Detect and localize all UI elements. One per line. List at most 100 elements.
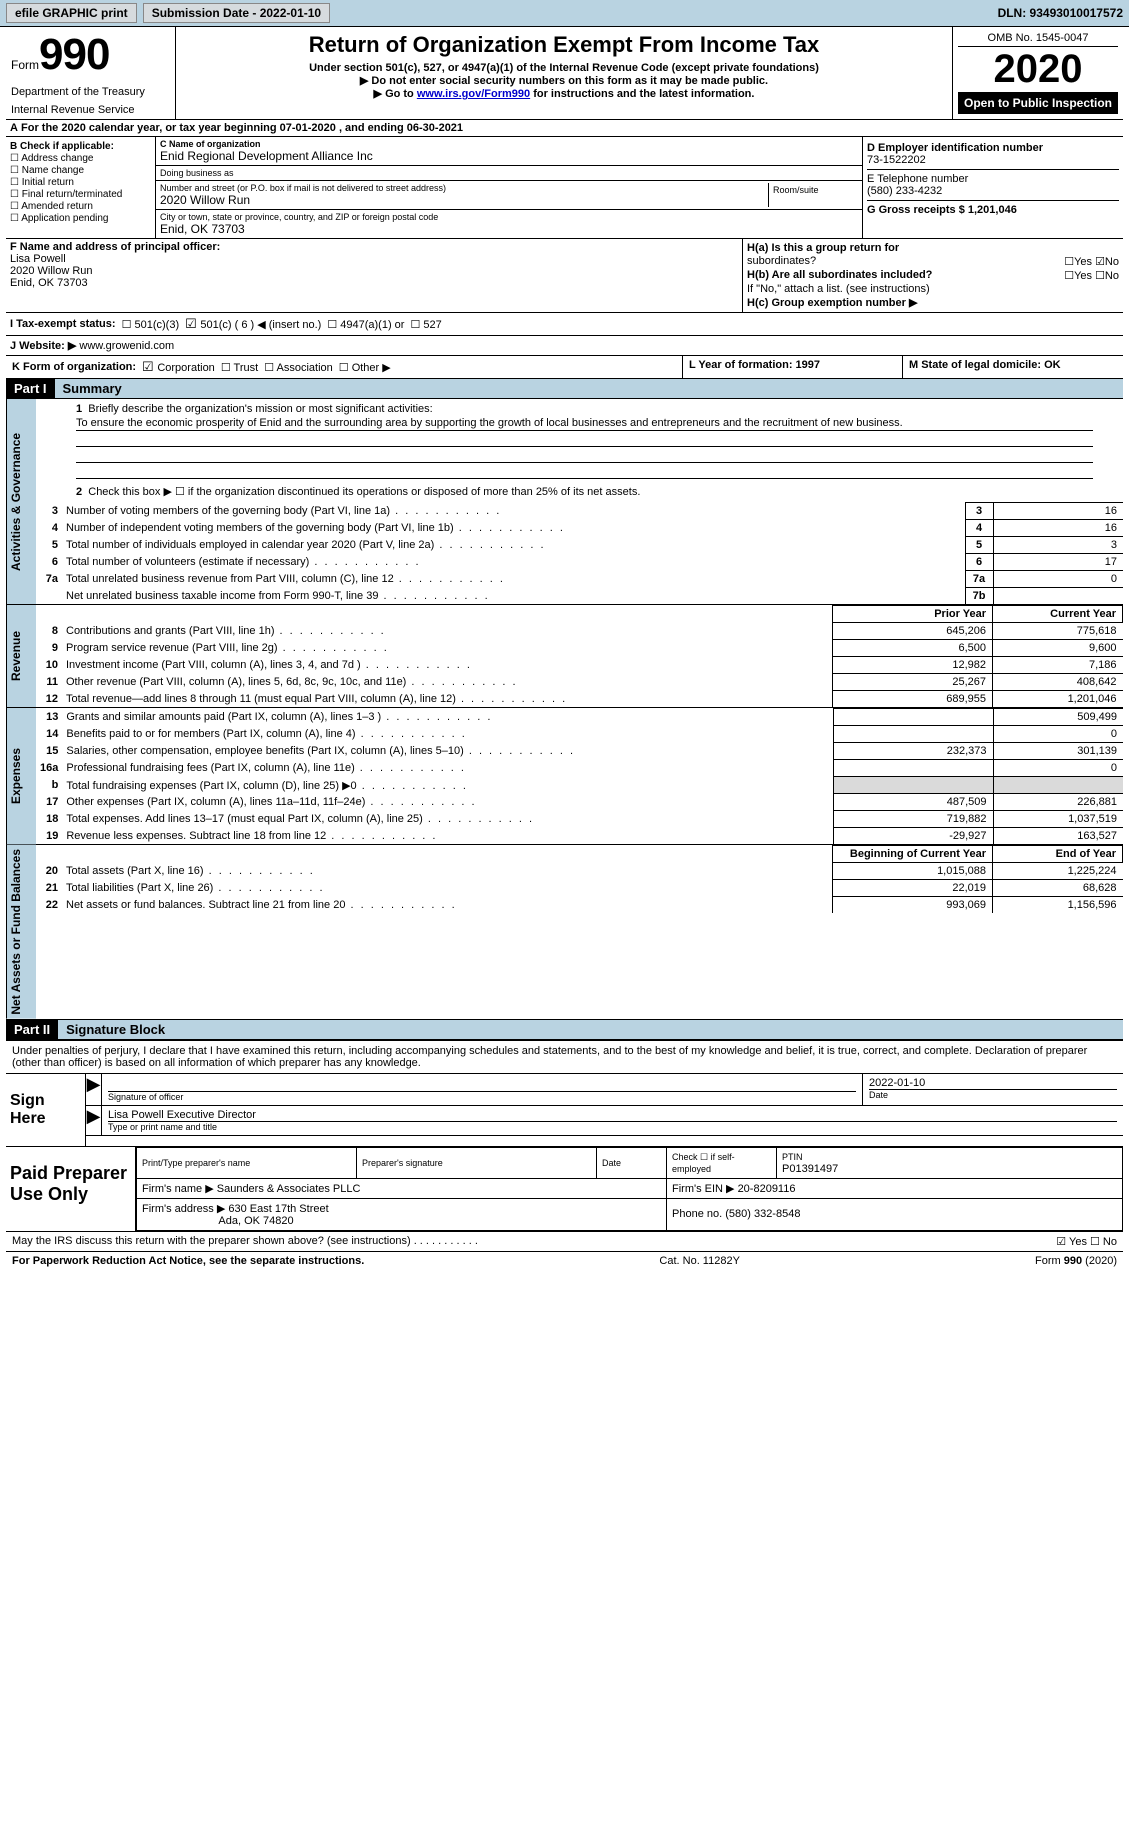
- form-number-block: Form990 Department of the Treasury Inter…: [6, 27, 176, 119]
- room-label: Room/suite: [773, 185, 854, 195]
- mission-text: To ensure the economic prosperity of Eni…: [76, 417, 1093, 431]
- org-name-label: C Name of organization: [160, 139, 261, 149]
- omb-block: OMB No. 1545-0047 2020 Open to Public In…: [953, 27, 1123, 119]
- table-row: 13Grants and similar amounts paid (Part …: [36, 709, 1123, 726]
- cb-assoc[interactable]: Association: [264, 361, 333, 374]
- prep-chk-hdr: Check ☐ if self-employed: [672, 1152, 735, 1174]
- form990-link[interactable]: www.irs.gov/Form990: [417, 88, 530, 100]
- part2-title: Signature Block: [58, 1020, 1123, 1039]
- revenue-section: Revenue Prior YearCurrent Year8Contribut…: [6, 605, 1123, 708]
- table-row: 16aProfessional fundraising fees (Part I…: [36, 760, 1123, 777]
- line-a-text: For the 2020 calendar year, or tax year …: [21, 122, 463, 134]
- table-row: 17Other expenses (Part IX, column (A), l…: [36, 794, 1123, 811]
- form-title-block: Return of Organization Exempt From Incom…: [176, 27, 953, 119]
- sig-officer-label: Signature of officer: [108, 1091, 856, 1102]
- mission-line3: [76, 449, 1093, 463]
- hc-label: H(c) Group exemption number ▶: [747, 297, 917, 309]
- cb-527[interactable]: 527: [410, 318, 441, 331]
- irs-label: Internal Revenue Service: [11, 104, 170, 116]
- year-formation: L Year of formation: 1997: [683, 356, 903, 378]
- cb-other[interactable]: Other ▶: [339, 361, 391, 374]
- part2-label: Part II: [6, 1020, 58, 1039]
- cb-initial-return[interactable]: Initial return: [10, 177, 151, 188]
- part1-label: Part I: [6, 379, 55, 398]
- net-assets-section: Net Assets or Fund Balances Beginning of…: [6, 845, 1123, 1020]
- note2-post: for instructions and the latest informat…: [530, 88, 754, 100]
- note2-pre: Go to: [385, 88, 417, 100]
- net-table: Beginning of Current YearEnd of Year20To…: [36, 845, 1123, 913]
- ha-label2: subordinates?: [747, 255, 816, 268]
- cb-final-return[interactable]: Final return/terminated: [10, 189, 151, 200]
- ha-label: H(a) Is this a group return for: [747, 242, 899, 254]
- addr-value: 2020 Willow Run: [160, 193, 768, 207]
- cb-trust[interactable]: Trust: [221, 361, 258, 374]
- firm-addr-val2: Ada, OK 74820: [218, 1215, 293, 1227]
- form-word: Form: [11, 58, 39, 72]
- tax-year: 2020: [958, 47, 1118, 92]
- cb-address-change[interactable]: Address change: [10, 153, 151, 164]
- sign-here-label: Sign Here: [6, 1074, 86, 1146]
- form-header: Form990 Department of the Treasury Inter…: [6, 27, 1123, 120]
- efile-print-button[interactable]: efile GRAPHIC print: [6, 3, 137, 23]
- table-row: 3Number of voting members of the governi…: [36, 503, 1123, 520]
- revenue-table: Prior YearCurrent Year8Contributions and…: [36, 605, 1123, 707]
- arrow-icon-2: ▶: [86, 1106, 102, 1135]
- sec-b-title: B Check if applicable:: [10, 141, 114, 152]
- state-domicile: M State of legal domicile: OK: [903, 356, 1123, 378]
- prep-ptin-hdr: PTIN: [782, 1152, 803, 1162]
- cb-amended-return[interactable]: Amended return: [10, 201, 151, 212]
- discuss-yesno[interactable]: ☑ Yes ☐ No: [1056, 1235, 1117, 1248]
- table-row: bTotal fundraising expenses (Part IX, co…: [36, 777, 1123, 794]
- q2-label: Check this box ▶ ☐ if the organization d…: [88, 486, 640, 498]
- hb-note: If "No," attach a list. (see instruction…: [747, 283, 930, 295]
- tax-status-label: I Tax-exempt status:: [10, 318, 116, 330]
- table-row: 9Program service revenue (Part VIII, lin…: [36, 640, 1123, 657]
- paid-preparer-block: Paid Preparer Use Only Print/Type prepar…: [6, 1146, 1123, 1232]
- submission-date-button[interactable]: Submission Date - 2022-01-10: [143, 3, 330, 23]
- part2-header: Part II Signature Block: [6, 1020, 1123, 1040]
- ha-yesno[interactable]: ☐Yes ☑No: [1064, 255, 1119, 268]
- printed-name-label: Type or print name and title: [108, 1121, 1117, 1132]
- cb-name-change[interactable]: Name change: [10, 165, 151, 176]
- omb-number: OMB No. 1545-0047: [958, 30, 1118, 47]
- discuss-row: May the IRS discuss this return with the…: [6, 1232, 1123, 1252]
- penalties-text: Under penalties of perjury, I declare th…: [6, 1040, 1123, 1073]
- firm-name-val: Saunders & Associates PLLC: [217, 1183, 361, 1195]
- table-row: 22Net assets or fund balances. Subtract …: [36, 897, 1123, 914]
- table-row: 10Investment income (Part VIII, column (…: [36, 657, 1123, 674]
- form-title: Return of Organization Exempt From Incom…: [181, 32, 947, 58]
- form-org-label: K Form of organization:: [12, 361, 136, 373]
- table-row: 8Contributions and grants (Part VIII, li…: [36, 623, 1123, 640]
- side-gov: Activities & Governance: [6, 399, 36, 604]
- row-i: I Tax-exempt status: 501(c)(3) 501(c) ( …: [6, 313, 1123, 336]
- firm-phone-val: (580) 332-8548: [725, 1208, 800, 1220]
- firm-name-lbl: Firm's name ▶: [142, 1183, 214, 1195]
- hb-yesno[interactable]: ☐Yes ☐No: [1064, 269, 1119, 282]
- paid-preparer-label: Paid Preparer Use Only: [6, 1147, 136, 1231]
- table-row: 18Total expenses. Add lines 13–17 (must …: [36, 811, 1123, 828]
- gov-table: 3Number of voting members of the governi…: [36, 502, 1123, 604]
- cb-application-pending[interactable]: Application pending: [10, 213, 151, 224]
- page-footer: For Paperwork Reduction Act Notice, see …: [6, 1252, 1123, 1270]
- cb-corp[interactable]: Corporation: [142, 359, 215, 375]
- discuss-question: May the IRS discuss this return with the…: [12, 1235, 411, 1247]
- preparer-table: Print/Type preparer's name Preparer's si…: [136, 1147, 1123, 1231]
- firm-addr-val: 630 East 17th Street: [228, 1203, 328, 1215]
- firm-phone-lbl: Phone no.: [672, 1208, 722, 1220]
- firm-ein-val: 20-8209116: [738, 1183, 796, 1195]
- city-label: City or town, state or province, country…: [160, 212, 858, 222]
- officer-printed-name: Lisa Powell Executive Director: [108, 1109, 1117, 1121]
- table-row: 19Revenue less expenses. Subtract line 1…: [36, 828, 1123, 845]
- table-row: 5Total number of individuals employed in…: [36, 537, 1123, 554]
- cb-501c3[interactable]: 501(c)(3): [122, 318, 180, 331]
- officer-addr1: 2020 Willow Run: [10, 265, 738, 277]
- cb-501c[interactable]: 501(c) ( 6 ) ◀ (insert no.): [185, 316, 321, 332]
- website-label: J Website: ▶: [10, 340, 76, 352]
- dln-label: DLN: 93493010017572: [998, 6, 1123, 20]
- prep-date-hdr: Date: [602, 1158, 621, 1168]
- line-a: A For the 2020 calendar year, or tax yea…: [6, 120, 1123, 137]
- cb-4947[interactable]: 4947(a)(1) or: [327, 318, 404, 331]
- gross-receipts: G Gross receipts $ 1,201,046: [867, 204, 1017, 216]
- hb-label: H(b) Are all subordinates included?: [747, 269, 932, 281]
- table-row: 12Total revenue—add lines 8 through 11 (…: [36, 691, 1123, 708]
